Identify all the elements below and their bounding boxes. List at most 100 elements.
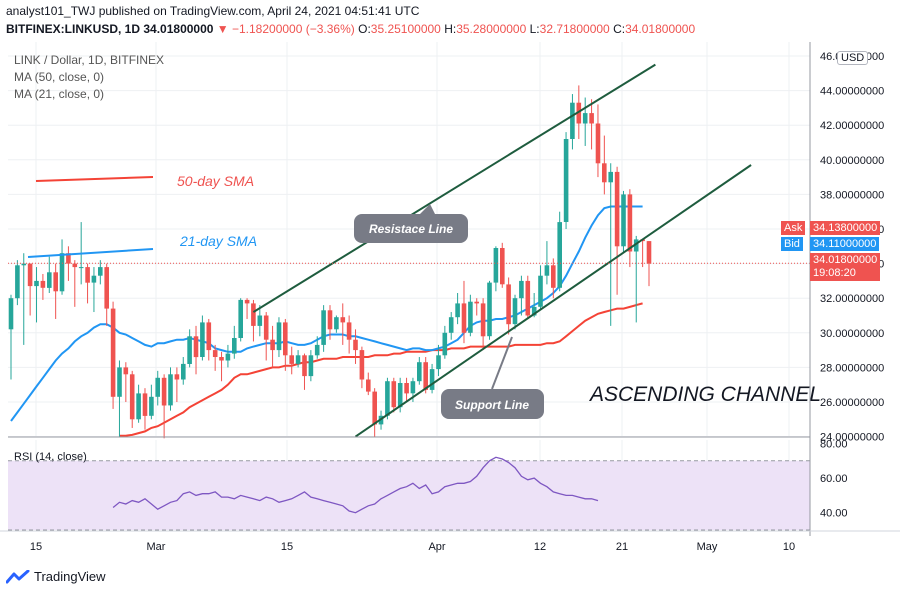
rsi-line [112, 456, 599, 514]
candle-body [487, 282, 492, 337]
legend-title: LINK / Dollar, 1D, BITFINEX [14, 53, 165, 67]
candle-body [442, 332, 448, 356]
legend-ma50[interactable]: MA (50, close, 0) [14, 70, 105, 84]
candle-body [129, 374, 135, 420]
candle-body [397, 383, 403, 408]
candle-body [404, 383, 409, 394]
candle-body [582, 113, 588, 124]
candle-body [321, 310, 326, 345]
candle-body [174, 374, 180, 380]
publisher-line: analyst101_TWJ published on TradingView.… [6, 4, 419, 18]
candle-body [200, 322, 205, 357]
o-label: O: [358, 22, 371, 36]
ask-value: 34.13800000 [813, 222, 878, 234]
chart-legend: LINK / Dollar, 1D, BITFINEX MA (50, clos… [14, 52, 164, 103]
candle-body [47, 272, 52, 288]
time-tick-label: Mar [147, 541, 166, 553]
candle-body [302, 355, 307, 377]
sma50-sample-line [35, 176, 154, 182]
candle-body [161, 377, 167, 406]
price-tick-label: 32.00000000 [820, 293, 884, 305]
candle-body [40, 280, 46, 288]
currency-badge[interactable]: USD [837, 51, 869, 65]
candle-body [251, 303, 256, 326]
price-tick-label: 24.00000000 [820, 432, 884, 444]
candle-body [289, 355, 294, 364]
ask-tag: Ask [781, 221, 806, 235]
candle-body [519, 280, 524, 299]
candle-body [181, 363, 186, 380]
candle-body [563, 139, 569, 222]
candle-body [8, 298, 14, 330]
price-tick-label: 26.00000000 [820, 397, 884, 409]
candle-body [551, 265, 556, 288]
candle-body [506, 284, 511, 325]
candle-body [263, 315, 269, 340]
candle-body [238, 299, 243, 338]
candle-body [149, 396, 154, 416]
candle-body [570, 102, 575, 139]
candle-body [627, 194, 633, 252]
bid-value: 34.11000000 [813, 238, 877, 250]
l-value: 32.71800000 [539, 22, 610, 36]
candle-body [283, 322, 288, 356]
tradingview-logo[interactable]: TradingView [6, 569, 106, 584]
time-tick-label: 12 [534, 541, 546, 553]
support-callout [441, 389, 544, 419]
last-value: 34.01800000 [143, 22, 214, 36]
candle-body [244, 299, 250, 304]
candle-body [225, 353, 231, 361]
candle-body [391, 381, 397, 408]
candle-body [334, 317, 339, 330]
change-value: ▼ −1.18200000 (−3.36%) [216, 22, 355, 36]
ask-price-tag: 34.13800000 [810, 221, 881, 235]
candle-body [423, 362, 428, 390]
time-tick-label: 15 [30, 541, 42, 553]
candle-body [544, 265, 550, 276]
resistance-line [252, 63, 656, 313]
candle-body [206, 322, 212, 351]
candle-body [168, 374, 173, 406]
candle-body [59, 253, 65, 292]
price-tick-label: 42.00000000 [820, 120, 884, 132]
time-tick-label: Apr [428, 541, 445, 553]
candle-body [21, 263, 27, 266]
candle-body [372, 391, 377, 425]
candle-body [219, 357, 224, 361]
candle-body [15, 265, 20, 299]
candle-body [98, 267, 103, 276]
time-tick-label: 21 [616, 541, 628, 553]
rsi-tick-label: 60.00 [820, 473, 848, 485]
sma50-label: 50-day SMA [177, 173, 254, 189]
sma21-sample-line [27, 248, 154, 258]
support-line [354, 164, 752, 438]
candle-body [614, 171, 620, 247]
candle-body [531, 306, 537, 316]
support-callout-pointer [491, 336, 513, 390]
candle-body [595, 123, 601, 164]
tradingview-icon [6, 569, 30, 583]
candle-body [557, 222, 562, 288]
h-value: 35.28000000 [456, 22, 527, 36]
candle-body [308, 355, 314, 377]
candle-body [525, 280, 531, 316]
resistance-callout-pointer [420, 204, 435, 214]
candle-body [512, 298, 518, 325]
bid-label: Bid [784, 238, 800, 250]
o-value: 35.25100000 [370, 22, 441, 36]
symbol-label: BITFINEX:LINKUSD, 1D [6, 22, 141, 36]
candle-body [410, 381, 416, 394]
price-tick-label: 38.00000000 [820, 189, 884, 201]
candle-body [538, 275, 543, 307]
ma21-line [10, 205, 643, 422]
candle-body [34, 280, 39, 287]
candle-body [276, 322, 282, 351]
c-label: C: [613, 22, 626, 36]
countdown-value: 19:08:20 [813, 267, 856, 279]
candle-body [589, 113, 594, 124]
candle-body [359, 350, 365, 380]
candle-body [455, 303, 460, 318]
legend-ma21[interactable]: MA (21, close, 0) [14, 87, 105, 101]
ask-label: Ask [784, 222, 803, 234]
ma50-line [119, 302, 643, 437]
